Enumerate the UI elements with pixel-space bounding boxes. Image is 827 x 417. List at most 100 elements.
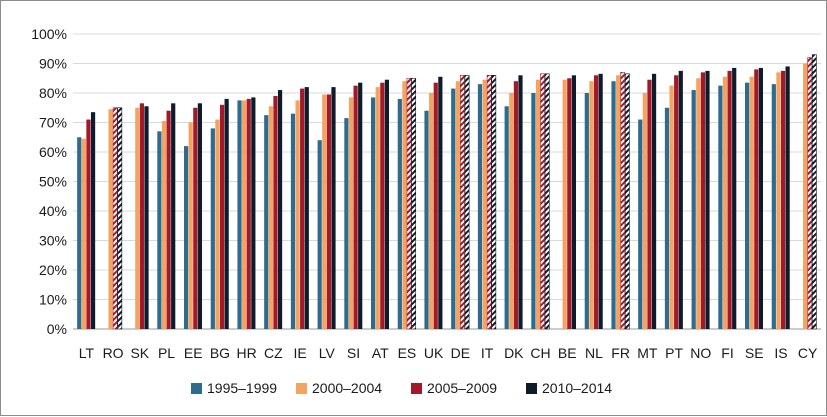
- bar: [139, 103, 144, 329]
- bar: [780, 70, 786, 330]
- bar: [184, 146, 189, 329]
- bar: [424, 110, 429, 329]
- y-tick-label: 100%: [31, 26, 67, 42]
- y-tick-label: 30%: [39, 233, 67, 249]
- bar: [429, 93, 434, 329]
- bar: [112, 107, 118, 330]
- bar: [504, 106, 509, 329]
- legend-label: 2000–2004: [312, 380, 382, 396]
- bar: [237, 100, 242, 330]
- bar: [584, 93, 589, 329]
- bar: [224, 98, 229, 330]
- bar: [135, 107, 140, 329]
- bar: [433, 82, 438, 330]
- x-tick-label: SI: [347, 345, 360, 361]
- bar: [696, 78, 701, 329]
- bar: [268, 106, 273, 329]
- bar: [300, 88, 305, 329]
- bar: [384, 79, 390, 329]
- x-tick-label: CZ: [264, 345, 283, 361]
- bar: [531, 93, 536, 329]
- bar: [486, 75, 492, 330]
- bar: [171, 103, 176, 329]
- bar: [785, 66, 790, 329]
- bar: [371, 97, 376, 329]
- x-tick-label: UK: [424, 345, 444, 361]
- bar: [193, 107, 198, 329]
- y-tick-label: 80%: [39, 85, 67, 101]
- bar: [482, 79, 487, 329]
- x-tick-label: SE: [745, 345, 764, 361]
- y-tick-label: 0%: [47, 321, 67, 337]
- bar: [745, 82, 750, 330]
- bar: [210, 128, 215, 329]
- bar: [807, 57, 813, 330]
- y-tick-label: 20%: [39, 262, 67, 278]
- bar: [620, 72, 626, 330]
- bar: [718, 85, 723, 330]
- bar: [331, 87, 336, 329]
- x-tick-label: MT: [637, 345, 658, 361]
- bar: [803, 63, 808, 329]
- bar: [197, 103, 203, 329]
- bar: [86, 119, 91, 329]
- bar: [295, 100, 300, 330]
- bar: [108, 109, 113, 329]
- x-tick-label: DK: [504, 345, 524, 361]
- x-tick-label: CY: [798, 345, 818, 361]
- y-tick-label: 50%: [39, 174, 67, 190]
- x-tick-label: FI: [721, 345, 733, 361]
- bar: [161, 121, 167, 329]
- bar: [477, 84, 483, 330]
- bar: [758, 67, 764, 330]
- bar: [535, 79, 541, 329]
- gridlines: [73, 33, 821, 330]
- x-tick-label: FR: [611, 345, 630, 361]
- bar: [438, 76, 443, 329]
- y-tick-label: 90%: [39, 56, 67, 72]
- bar: [651, 73, 657, 329]
- legend-swatch: [191, 383, 202, 394]
- y-tick-label: 40%: [39, 203, 67, 219]
- x-tick-label: LT: [79, 345, 95, 361]
- x-tick-label: ES: [398, 345, 417, 361]
- bar: [290, 113, 296, 330]
- bar: [317, 140, 322, 329]
- bar: [251, 97, 256, 329]
- bar: [81, 138, 86, 329]
- x-tick-label: EE: [184, 345, 203, 361]
- bar: [624, 73, 630, 330]
- legend-swatch: [526, 383, 537, 394]
- bar: [732, 67, 737, 330]
- bar: [771, 84, 776, 330]
- x-tick-label: PL: [158, 345, 175, 361]
- bar: [638, 119, 643, 329]
- bar: [460, 75, 465, 330]
- bar: [380, 82, 385, 330]
- bar: [664, 107, 670, 329]
- bar: [166, 110, 171, 329]
- bar: [669, 85, 674, 330]
- x-tick-label: IE: [293, 345, 306, 361]
- bar: [144, 106, 149, 329]
- bar: [455, 81, 460, 329]
- bar: [616, 75, 621, 329]
- bar: [411, 77, 417, 330]
- y-tick-label: 10%: [39, 292, 67, 308]
- x-axis-labels: LT RO SK PL EE BG HR CZ IE LV SI AT ES UK DE IT DK CH BE NL…: [79, 345, 818, 361]
- bar: [402, 81, 407, 329]
- bar: [705, 70, 710, 330]
- bar: [722, 76, 728, 329]
- bar: [215, 119, 220, 329]
- bar: [776, 72, 781, 329]
- bar: [727, 70, 732, 330]
- bar: [642, 93, 647, 329]
- bar: [188, 122, 193, 329]
- x-tick-label: IT: [481, 345, 494, 361]
- bar: [353, 85, 358, 330]
- bar: [749, 76, 754, 329]
- legend-label: 1995–1999: [207, 380, 277, 396]
- bar: [491, 75, 497, 330]
